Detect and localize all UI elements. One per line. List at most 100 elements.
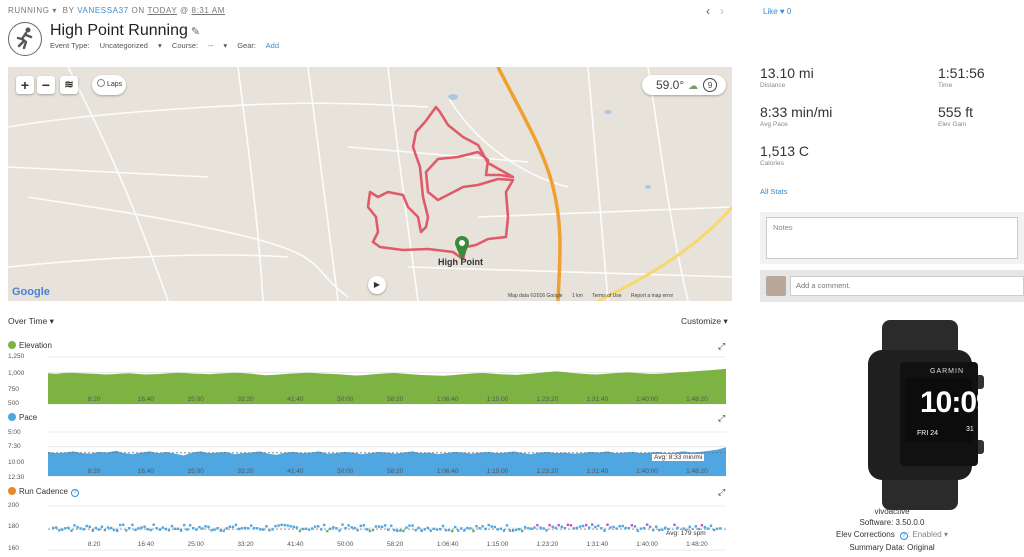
cadence-point	[183, 523, 186, 527]
terms-link[interactable]: Terms of Use	[592, 293, 622, 299]
cadence-point	[451, 530, 454, 533]
x-tick-label: 1:31:40	[586, 396, 609, 403]
cadence-point	[588, 526, 591, 529]
cadence-point	[496, 528, 499, 531]
cadence-point	[438, 528, 442, 531]
notes-field[interactable]: Notes	[766, 217, 1018, 259]
cadence-point	[204, 525, 207, 528]
cadence-point	[499, 527, 503, 530]
x-tick-label: 25:00	[187, 396, 204, 403]
like-button[interactable]: Like ♥ 0	[763, 7, 792, 16]
cadence-point	[295, 526, 298, 529]
laps-checkbox[interactable]	[97, 79, 105, 87]
x-tick-label: 1:40:00	[636, 396, 658, 403]
cadence-point	[615, 527, 618, 530]
elev-ytick: 500	[8, 400, 19, 407]
laps-toggle[interactable]: Laps	[92, 75, 126, 95]
cad-ytick: 180	[8, 523, 19, 530]
comment-input[interactable]: Add a comment.	[790, 276, 1024, 296]
course[interactable]: Course: -- ▾	[171, 41, 228, 50]
cadence-point	[591, 523, 594, 526]
elev-corr-dropdown[interactable]: Enabled ▾	[912, 530, 948, 539]
cadence-point	[691, 528, 694, 531]
cadence-point	[134, 528, 137, 532]
play-route-icon[interactable]: ▶	[368, 276, 386, 294]
expand-elevation-icon[interactable]: ⤢	[718, 341, 726, 351]
cadence-point	[487, 523, 490, 527]
cadence-point	[341, 523, 344, 526]
x-tick-label: 1:31:40	[586, 541, 609, 548]
elev-ytick: 1,000	[8, 370, 25, 377]
cadence-point	[655, 525, 658, 528]
x-tick-label: 1:31:40	[586, 468, 609, 475]
cadence-point	[444, 529, 448, 532]
layers-icon[interactable]: ≋	[60, 76, 78, 94]
zoom-out-button[interactable]: −	[37, 76, 55, 94]
cadence-point	[228, 525, 231, 528]
x-tick-label: 16:40	[137, 396, 154, 403]
x-tick-label: 41:40	[287, 468, 304, 475]
cadence-chart[interactable]: 200 180 160 Avg: 179 spm 8:20 16:40 25:00 3…	[8, 500, 728, 557]
cadence-point	[490, 525, 493, 528]
cadence-point	[201, 527, 204, 530]
x-tick-label: 1:23:20	[536, 541, 559, 548]
next-activity-icon[interactable]: ›	[720, 4, 734, 18]
cadence-point	[61, 528, 64, 531]
cadence-point	[274, 524, 277, 528]
time-link[interactable]: 8:31 AM	[191, 6, 226, 15]
cadence-point	[618, 525, 621, 528]
cadence-point	[216, 527, 219, 530]
customize-button[interactable]: Customize ▾	[681, 316, 728, 326]
x-tick-label: 1:48:20	[686, 541, 708, 548]
x-tick-label: 41:40	[287, 541, 304, 548]
cadence-point	[179, 529, 183, 532]
cadence-point	[268, 529, 271, 532]
report-link[interactable]: Report a map error	[630, 293, 674, 299]
x-tick-label: 50:00	[337, 468, 354, 475]
cadence-point	[146, 528, 149, 531]
elevation-chart[interactable]: 1,250 1,000 750 500 8:20 16:40 25:00 33:20 4…	[8, 353, 728, 408]
cadence-point	[207, 525, 210, 529]
cadence-point	[253, 527, 256, 530]
gear-add-link[interactable]: Add	[265, 41, 280, 50]
cadence-point	[371, 529, 375, 532]
edit-pencil-icon[interactable]: ✎	[190, 26, 201, 38]
cadence-point	[469, 527, 472, 530]
cadence-point	[329, 527, 332, 530]
expand-cadence-icon[interactable]: ⤢	[718, 487, 726, 497]
cadence-point	[384, 524, 387, 527]
cadence-point	[536, 524, 539, 527]
pace-chart[interactable]: 5:00 7:30 10:00 12:30 Avg: 8:33 min/mi 8…	[8, 426, 728, 482]
device-image: GARMIN 10:09 FRI 24 31	[860, 320, 1020, 510]
cadence-help-icon[interactable]: ?	[70, 489, 79, 497]
elev-ytick: 750	[8, 386, 19, 393]
zoom-in-button[interactable]: +	[16, 76, 34, 94]
event-type[interactable]: Event Type: Uncategorized ▾	[50, 41, 162, 50]
route-map[interactable]: + − ≋ Laps 59.0° ☁ 9 High Point ▶ Google M…	[8, 67, 732, 301]
x-tick-label: 33:20	[237, 541, 254, 548]
all-stats-link[interactable]: All Stats	[760, 187, 788, 196]
elevation-area	[48, 368, 726, 404]
cadence-point	[271, 528, 274, 531]
range-dropdown[interactable]: Over Time ▾	[8, 316, 54, 326]
cadence-point	[542, 527, 545, 530]
activity-title-text: High Point Running	[50, 22, 188, 39]
x-tick-label: 16:40	[137, 541, 154, 548]
expand-pace-icon[interactable]: ⤢	[718, 413, 726, 423]
date-link[interactable]: TODAY	[147, 6, 178, 15]
activity-type-dropdown[interactable]: RUNNING ▾	[8, 6, 57, 15]
cadence-point	[472, 529, 475, 533]
cadence-point	[277, 524, 280, 527]
cadence-point	[67, 526, 70, 529]
cadence-point	[310, 527, 314, 530]
user-link[interactable]: VANESSA37	[77, 6, 129, 15]
pace-ytick: 10:00	[8, 459, 25, 466]
cadence-point	[706, 527, 710, 530]
prev-activity-icon[interactable]: ‹	[706, 4, 720, 18]
cadence-point	[380, 525, 384, 528]
cadence-point	[222, 529, 225, 533]
elevation-dot-icon	[8, 341, 16, 349]
x-tick-label: 25:00	[187, 541, 204, 548]
watch-time: 10:09	[920, 386, 993, 419]
elev-corr-help-icon[interactable]: ?	[899, 532, 908, 540]
